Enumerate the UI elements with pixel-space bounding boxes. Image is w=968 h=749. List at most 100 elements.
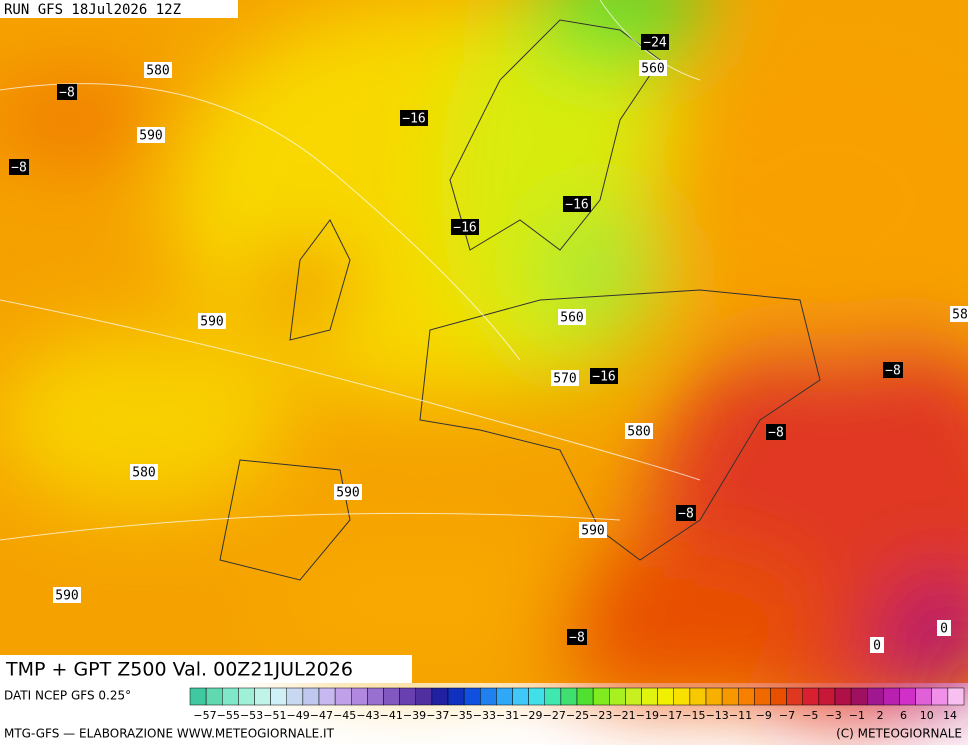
label-box — [9, 159, 29, 175]
map-label: 590 — [198, 313, 226, 330]
legend-tick: −23 — [589, 709, 612, 722]
title-box — [0, 655, 412, 683]
map-field — [0, 0, 968, 720]
legend-tick: −51 — [263, 709, 286, 722]
legend-bar — [189, 687, 965, 706]
legend-tick: −25 — [566, 709, 589, 722]
label-text: −8 — [885, 364, 901, 379]
legend-tick: −15 — [682, 709, 705, 722]
legend-swatch — [625, 687, 642, 706]
label-box — [766, 424, 786, 440]
legend-swatch — [786, 687, 803, 706]
header-box — [0, 0, 238, 18]
label-text: −8 — [678, 507, 694, 522]
legend-swatch — [721, 687, 739, 706]
legend-tick: −29 — [519, 709, 542, 722]
legend-tick: −13 — [706, 709, 729, 722]
label-text: −8 — [59, 86, 75, 101]
label-box — [137, 127, 165, 143]
label-box — [400, 110, 428, 126]
label-box — [639, 60, 667, 76]
legend-tick: 6 — [900, 709, 907, 722]
map-label: 0 — [870, 637, 884, 654]
legend-tick: −41 — [380, 709, 403, 722]
label-text: 590 — [139, 129, 162, 144]
legend-tick: −49 — [287, 709, 310, 722]
legend-swatch — [883, 687, 900, 706]
label-text: −24 — [643, 36, 667, 51]
legend-tick: −33 — [473, 709, 496, 722]
legend-swatch — [431, 687, 449, 706]
legend-swatch — [705, 687, 723, 706]
legend-tick: −53 — [240, 709, 263, 722]
label-box — [551, 370, 579, 386]
header: RUN GFS 18Jul2026 12Z — [4, 2, 181, 18]
legend-tick: −35 — [449, 709, 472, 722]
label-box — [567, 629, 587, 645]
legend-swatch — [270, 687, 287, 706]
label-text: 0 — [940, 622, 948, 637]
legend-swatch — [931, 687, 949, 706]
legend-swatch — [673, 687, 691, 706]
legend-swatch — [609, 687, 626, 706]
map-label: 590 — [53, 587, 81, 604]
label-box — [883, 362, 903, 378]
label-box — [676, 505, 696, 521]
label-text: 580 — [146, 64, 169, 79]
legend-swatch — [899, 687, 916, 706]
map-label: −8 — [766, 424, 786, 441]
map-label: −8 — [883, 362, 903, 379]
legend-swatch — [770, 687, 787, 706]
legend-swatch — [528, 687, 545, 706]
map-label: 570 — [551, 370, 579, 387]
legend-tick: −3 — [825, 709, 841, 722]
legend-ticks: −57 −55 −53 −51 −49 −47 −45 −43 −41 −39 −37 −35 −33−… — [193, 709, 957, 722]
map-label: 580 — [625, 423, 653, 440]
label-box — [57, 84, 77, 100]
map-label: 590 — [579, 522, 607, 539]
legend-swatch — [834, 687, 852, 706]
label-text: 560 — [641, 62, 664, 77]
label-text: −16 — [453, 221, 476, 236]
map-label: −16 — [563, 196, 591, 213]
legend-swatch — [512, 687, 529, 706]
legend-swatch — [947, 687, 965, 706]
legend-tick: −9 — [756, 709, 772, 722]
legend-swatch — [592, 687, 610, 706]
legend-swatch — [544, 687, 562, 706]
legend-swatch — [689, 687, 707, 706]
legend-tick: −19 — [636, 709, 659, 722]
label-text: 58 — [952, 308, 968, 323]
label-text: −8 — [569, 631, 585, 646]
legend-tick: −31 — [496, 709, 519, 722]
map-label: 0 — [937, 620, 951, 637]
legend-swatch — [447, 687, 465, 706]
legend-swatch — [254, 687, 271, 706]
legend-tick: −21 — [612, 709, 635, 722]
label-box — [451, 219, 479, 235]
map-label: −8 — [57, 84, 77, 101]
label-box — [870, 637, 884, 653]
legend-tick: 2 — [877, 709, 884, 722]
legend-swatch — [915, 687, 932, 706]
legend-swatch — [560, 687, 578, 706]
legend-swatch — [399, 687, 416, 706]
map-label: 58 — [950, 306, 968, 323]
legend-swatch — [802, 687, 820, 706]
legend-swatch — [463, 687, 481, 706]
label-text: 560 — [560, 311, 583, 326]
label-box — [563, 196, 591, 212]
legend-swatch — [238, 687, 255, 706]
credit: MTG-GFS — ELABORAZIONE WWW.METEOGIORNALE… — [4, 727, 335, 741]
legend-tick: −43 — [356, 709, 379, 722]
label-box — [579, 522, 607, 538]
legend-swatch — [867, 687, 884, 706]
label-text: 590 — [336, 486, 359, 501]
legend-tick: −47 — [310, 709, 333, 722]
legend-swatch — [351, 687, 368, 706]
legend-tick: −57 — [193, 709, 216, 722]
label-text: −8 — [768, 426, 784, 441]
legend-swatch — [576, 687, 594, 706]
